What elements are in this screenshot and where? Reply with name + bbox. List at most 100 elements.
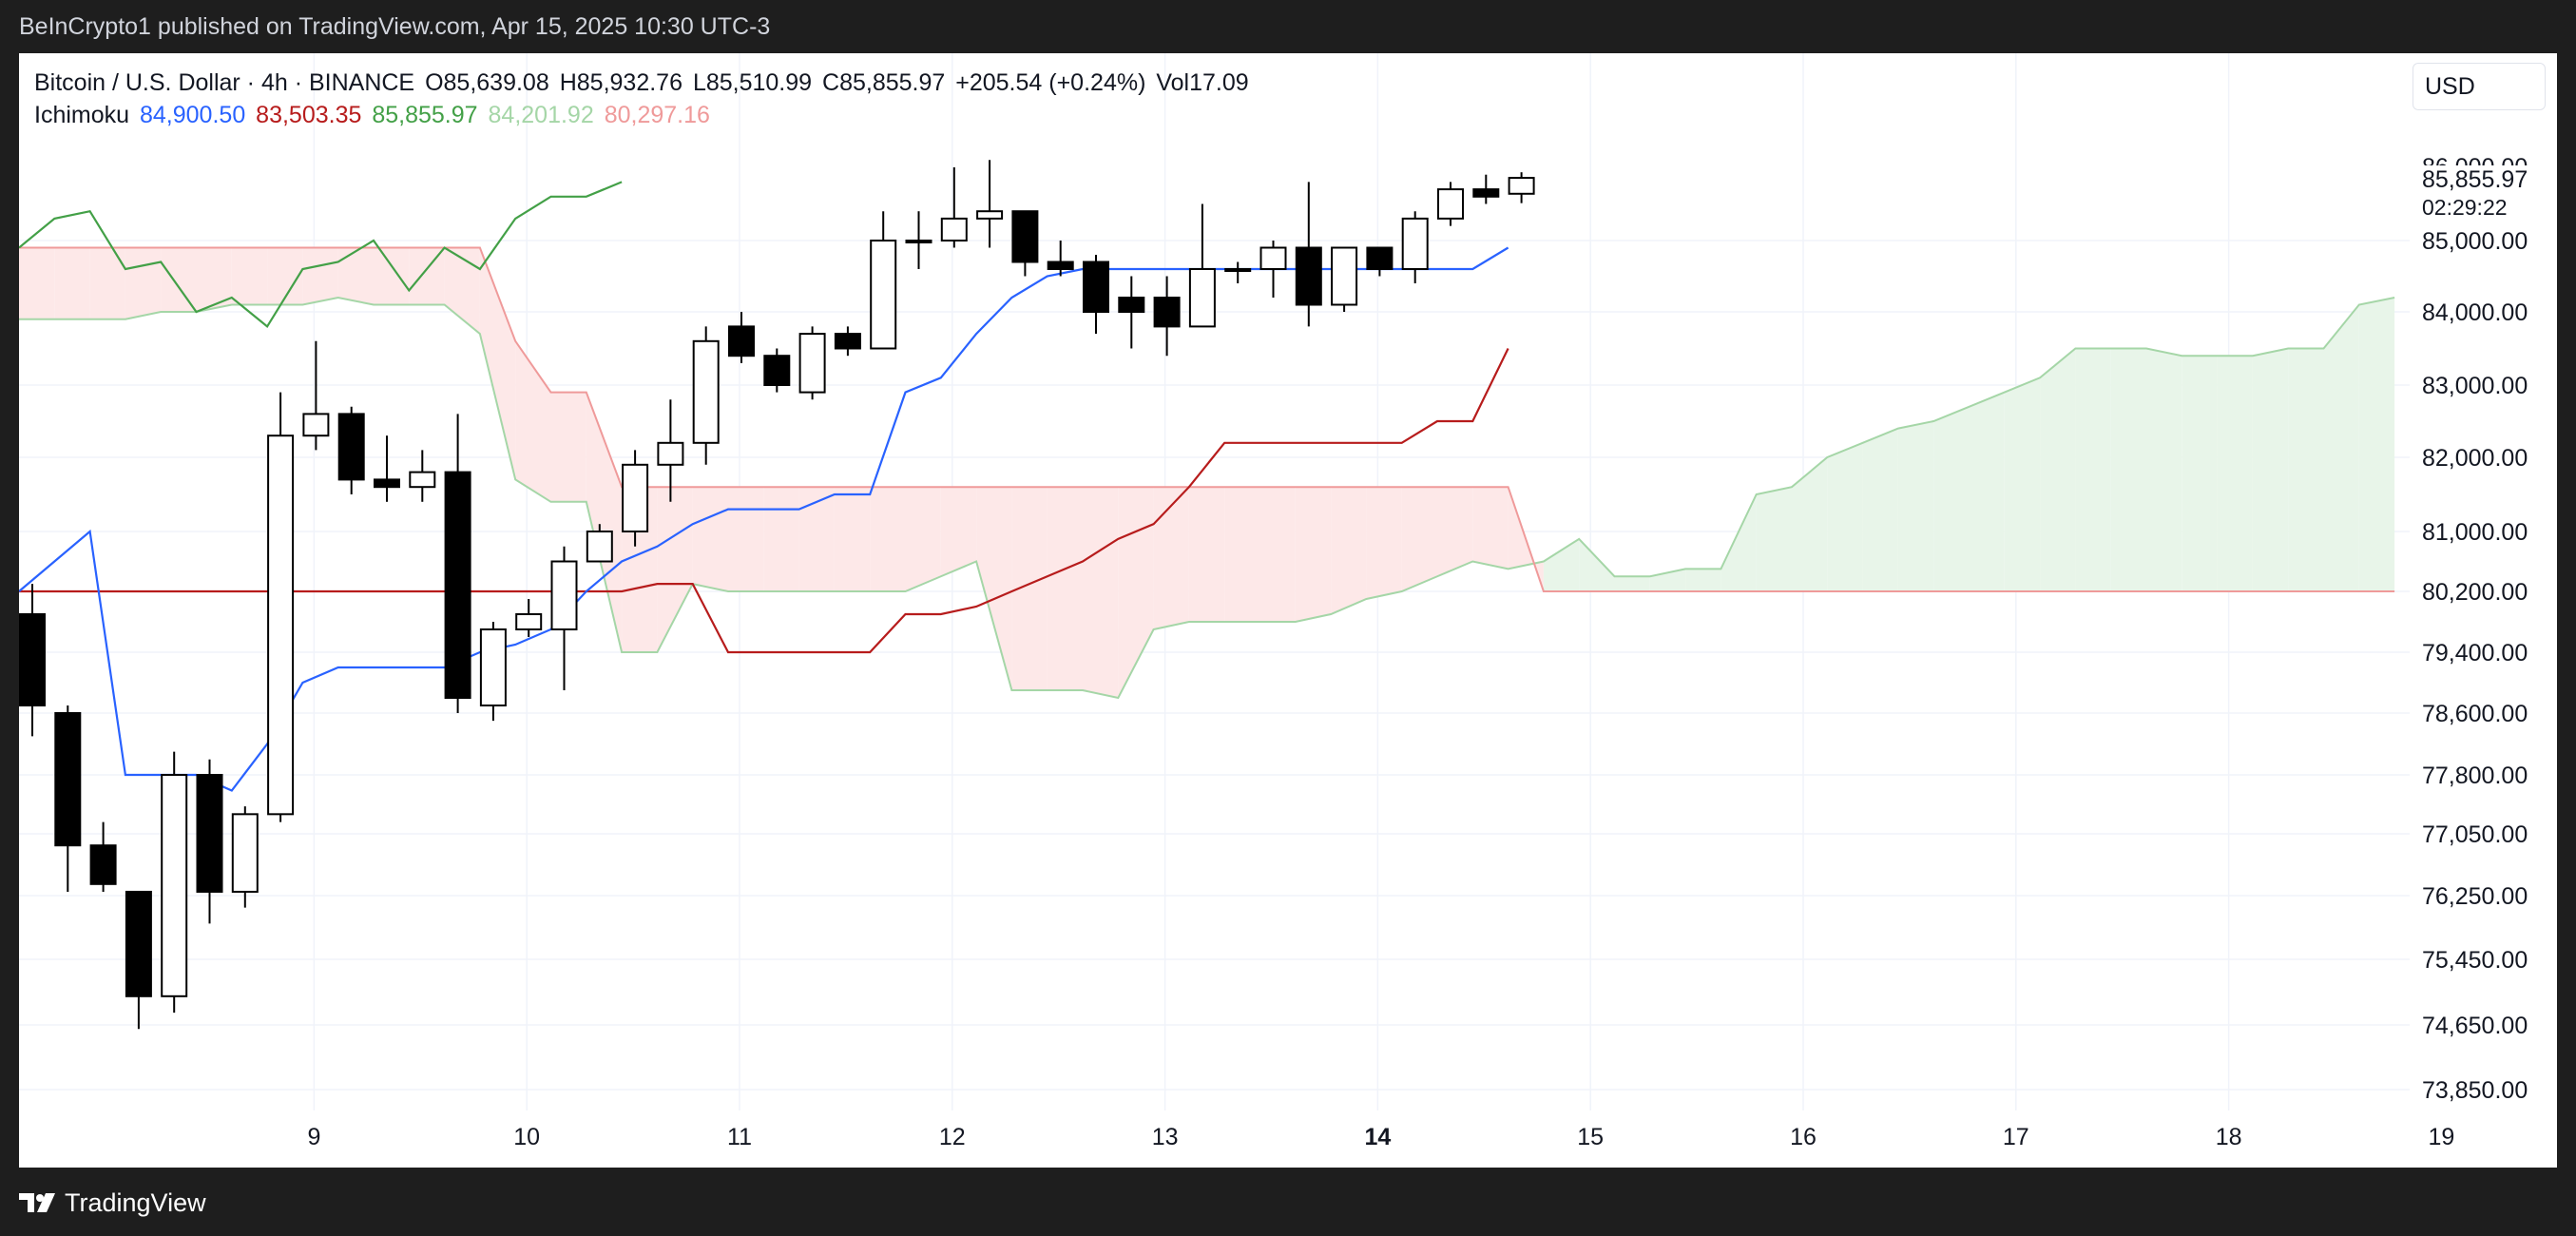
candle-body [374,478,400,489]
high-value: H85,932.76 [559,69,682,96]
cloud-segment [1649,569,1686,591]
candle [1011,210,1039,277]
candle-body [19,613,46,706]
price-chart[interactable]: 85,000.00 84,000.00 83,000.00 82,000.00 81,0… [19,53,2557,1168]
candle-body [940,217,968,241]
candle-body [870,240,897,350]
candle [479,622,507,722]
candle [444,414,471,713]
top-bar: BeInCrypto1 published on TradingView.com… [0,0,2576,53]
candle-body [1331,246,1358,306]
leading-span-a-line [19,296,2395,700]
time-tick-label: 11 [727,1124,752,1150]
cloud-segment [1188,487,1225,622]
price-axis: 85,000.00 84,000.00 83,000.00 82,000.00 81,0… [2412,53,2557,1110]
chart-panel[interactable]: 85,000.00 84,000.00 83,000.00 82,000.00 81,0… [19,53,2557,1168]
candle-body [798,333,826,394]
cloud-segment [2075,348,2111,591]
candle-body [125,890,152,997]
price-tick-label: 84,000.00 [2422,299,2528,326]
ichimoku-cloud [19,247,2395,698]
candle [1366,246,1394,277]
cloud-segment [2252,348,2289,591]
candle [515,599,543,637]
publisher-text: BeInCrypto1 published on TradingView.com… [19,13,771,40]
cloud-segment [409,247,445,305]
cloud-segment [692,487,728,591]
currency-selector[interactable]: USD [2413,63,2546,110]
cloud-segment [905,487,941,591]
candle-body [622,463,649,532]
price-tick-label: 83,000.00 [2422,373,2528,399]
price-tick-label: 75,450.00 [2422,947,2528,974]
candle-body [1437,188,1464,220]
candle [905,211,932,269]
candle [550,546,578,690]
candle [1153,276,1181,357]
cloud-segment [267,247,303,305]
cloud-segment [302,247,338,305]
tradingview-logo-icon [19,1193,55,1212]
cloud-segment [1259,487,1296,622]
cloud-segment [1331,487,1367,614]
cloud-segment [1047,487,1083,690]
candle [302,340,330,451]
cloud-segment [940,487,977,577]
candle [1083,255,1109,335]
candle [337,406,365,494]
cloud-segment [728,487,764,591]
cloud-segment [337,247,374,305]
price-tick-label: 85,000.00 [2422,228,2528,255]
price-tick-label: 77,050.00 [2422,821,2528,848]
price-tick-label: 77,800.00 [2422,763,2528,789]
candle-body [1472,188,1500,198]
time-tick-label: 16 [1790,1124,1817,1150]
price-tick-label: 76,250.00 [2422,883,2528,910]
candle-body [196,774,223,893]
time-tick-label: 13 [1152,1124,1179,1150]
candle [586,524,613,563]
last-price-label: 85,855.97 [2422,166,2528,193]
tradingview-brand[interactable]: TradingView [19,1188,206,1217]
cloud-segment [1862,428,1898,591]
indicator-name[interactable]: Ichimoku [34,102,130,128]
cloud-segment [1933,406,1970,591]
candle-body [1401,217,1429,270]
candle-body [834,333,861,350]
close-value: C85,855.97 [822,69,946,96]
candle [196,759,223,924]
candle-body [267,435,295,816]
price-tick-label: 79,400.00 [2422,640,2528,666]
cloud-segment [1543,538,1580,591]
cloud-segment [1897,421,1934,591]
footer-bar: TradingView [0,1168,2576,1236]
candle-body [1118,297,1145,313]
price-tick-label: 81,000.00 [2422,519,2528,546]
candle [409,450,436,502]
cloud-segment [231,247,268,305]
cloud-segment [515,340,551,502]
candle [267,392,295,822]
cloud-segment [125,247,162,319]
candle-body [161,774,188,997]
candle-body [550,560,578,630]
cloud-segment [1614,576,1650,591]
cloud-segment [1295,487,1332,622]
candle [728,312,755,363]
candle-body [905,240,932,243]
leading-span-b-line [19,246,2395,592]
cloud-segment [763,487,799,591]
candle [1331,246,1358,312]
candle-body [1083,261,1109,313]
time-tick-label: 12 [939,1124,966,1150]
symbol-title[interactable]: Bitcoin / U.S. Dollar · 4h · BINANCE [34,69,415,96]
cloud-segment [1579,538,1615,591]
candle [1118,276,1145,349]
candle-body [1259,246,1287,270]
cloud-segment [1011,487,1048,690]
cloud-segment [550,392,586,502]
cloud-segment [1083,487,1119,698]
candle [1508,172,1535,203]
candle-body [1366,246,1394,270]
candle-body [1153,297,1181,328]
